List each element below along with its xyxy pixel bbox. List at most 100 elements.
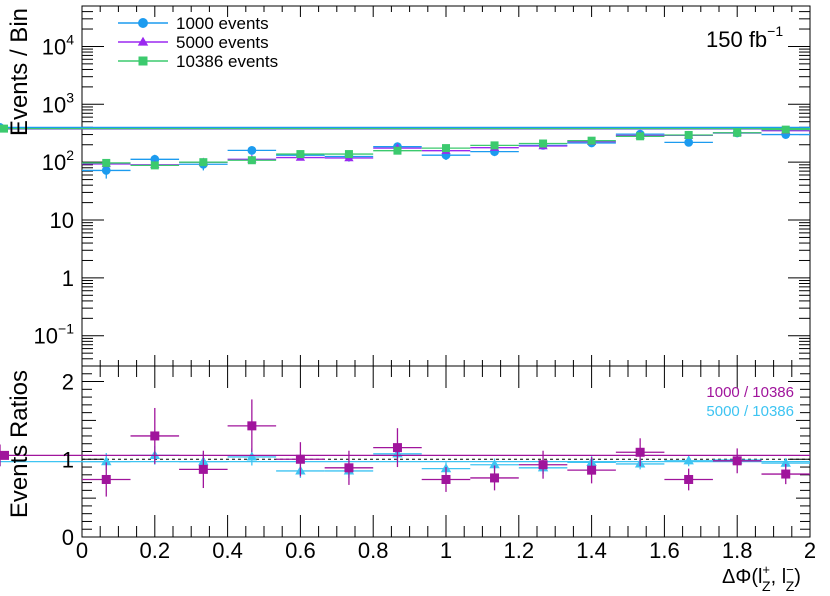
ratio-legend-label-text: 1000 / 10386 <box>706 384 794 401</box>
legend-label: 5000 events <box>176 33 269 52</box>
data-point <box>684 137 694 147</box>
y-tick-label: 102 <box>42 147 74 175</box>
data-point <box>781 125 790 134</box>
data-point <box>247 421 257 431</box>
y-tick-label-base: 10 <box>42 92 66 117</box>
x-tick-label-text: 2 <box>804 538 816 563</box>
x-tick-label: 0 <box>76 538 88 563</box>
x-tick-label: 0.8 <box>358 538 389 563</box>
data-point <box>587 465 597 475</box>
y-tick-label-base: 10 <box>42 34 66 59</box>
data-point <box>780 457 791 467</box>
y-tick-label-exp: 3 <box>66 89 74 105</box>
ratio-y-tick-label-text: 2 <box>62 370 74 395</box>
data-point <box>198 464 208 474</box>
x-tick-label-text: 1 <box>440 538 452 563</box>
data-point <box>684 130 693 139</box>
data-point <box>102 158 111 167</box>
x-axis-title-mid: , l <box>771 566 787 588</box>
data-point <box>247 145 257 155</box>
x-tick-label: 1.6 <box>649 538 680 563</box>
legend-label: 10386 events <box>176 52 278 71</box>
x-tick-label: 0.6 <box>285 538 316 563</box>
data-point <box>684 474 694 484</box>
legend-marker <box>137 36 149 46</box>
ratio-y-tick-label: 2 <box>62 370 74 395</box>
data-point <box>246 451 258 461</box>
top-y-axis-title-text: Events / Bin <box>6 8 33 136</box>
data-point <box>489 459 500 469</box>
data-point <box>101 474 111 484</box>
x-tick-label-text: 1.4 <box>576 538 607 563</box>
data-point <box>295 454 305 464</box>
lumi-label-exp: −1 <box>767 23 783 39</box>
x-axis-title-sup1: + <box>762 562 770 577</box>
ratio-y-tick-label-text: 1 <box>62 447 74 472</box>
data-point <box>0 450 9 460</box>
ratio-legend-label-text: 5000 / 10386 <box>706 403 794 420</box>
ratio-series-0 <box>0 399 810 497</box>
ratio-y-tick-label: 1 <box>62 447 74 472</box>
ratio-pad-frame <box>81 365 811 538</box>
data-point <box>393 146 402 155</box>
data-point <box>441 474 451 484</box>
y-tick-label: 10 <box>50 208 74 233</box>
y-tick-label-exp: 4 <box>66 31 74 47</box>
data-point <box>101 166 111 175</box>
x-axis-title-sub2: Z <box>786 578 795 594</box>
ratio-y-tick-label-text: 0 <box>62 525 74 550</box>
ratio-legend-label: 5000 / 10386 <box>706 403 794 420</box>
ratio-y-tick-label: 0 <box>62 525 74 550</box>
x-tick-label: 0.4 <box>212 538 243 563</box>
x-axis-title-sup2: − <box>786 562 794 577</box>
data-point <box>587 136 596 145</box>
legend-entry: 1000 events <box>118 14 269 33</box>
y-tick-label-exp: 2 <box>66 147 74 163</box>
x-tick-label: 2 <box>804 538 816 563</box>
x-tick-label-text: 0.2 <box>140 538 171 563</box>
y-tick-label-base: 10 <box>34 324 58 349</box>
lumi-label: 150 fb−1 <box>706 23 783 52</box>
y-tick-label: 10−1 <box>34 321 75 349</box>
y-tick-label: 103 <box>42 89 74 117</box>
data-point <box>683 455 694 465</box>
legend-entry: 5000 events <box>118 33 269 52</box>
legend-label-text: 10386 events <box>176 52 278 71</box>
data-point <box>490 141 499 150</box>
data-point <box>199 158 208 167</box>
x-axis-title-end: ) <box>794 566 801 588</box>
data-point <box>296 150 305 159</box>
legend-label-text: 1000 events <box>176 14 269 33</box>
y-tick-label: 1 <box>62 266 74 291</box>
legend-label: 1000 events <box>176 14 269 33</box>
data-point <box>732 456 742 466</box>
data-point <box>150 161 159 170</box>
x-axis-title-main: ΔΦ(l <box>722 566 762 588</box>
x-tick-label-text: 0.8 <box>358 538 389 563</box>
data-point <box>538 460 548 470</box>
ratio-legend-label: 1000 / 10386 <box>706 384 794 401</box>
legend-label-text: 5000 events <box>176 33 269 52</box>
data-point <box>0 124 8 133</box>
ratio-y-axis-title-text: Events Ratios <box>6 370 33 518</box>
x-tick-label: 1 <box>440 538 452 563</box>
x-tick-label: 1.8 <box>722 538 753 563</box>
legend-marker <box>138 18 148 28</box>
legend-marker <box>138 56 148 66</box>
x-tick-label-text: 0.6 <box>285 538 316 563</box>
series-10386-events <box>0 124 810 170</box>
data-point <box>635 447 645 457</box>
data-point <box>150 431 160 441</box>
y-tick-label: 104 <box>42 31 74 59</box>
y-tick-label-base: 1 <box>62 266 74 291</box>
data-point <box>490 473 500 483</box>
x-axis-title-sub1: Z <box>762 578 771 594</box>
data-point <box>733 128 742 137</box>
x-axis-title: ΔΦ(l+ Z, l− Z) <box>722 562 801 594</box>
top-y-axis-title: Events / Bin <box>6 8 33 136</box>
y-tick-label-base: 10 <box>50 208 74 233</box>
x-tick-label-text: 0 <box>76 538 88 563</box>
data-point <box>636 132 645 141</box>
data-point <box>392 443 402 453</box>
